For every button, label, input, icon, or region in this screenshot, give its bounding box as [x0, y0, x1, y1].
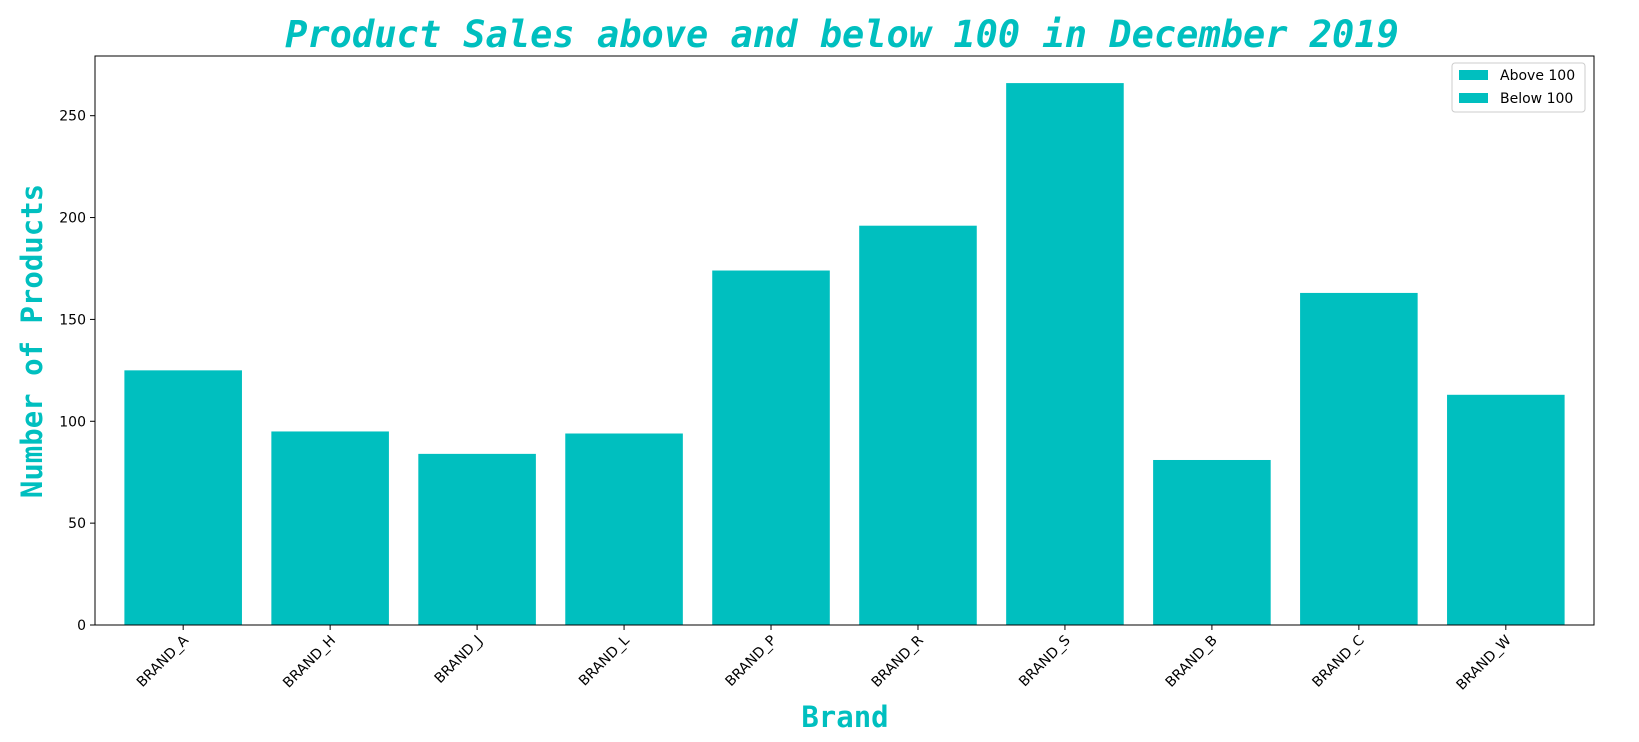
y-ticks-group: 0 50 100 150 200 250: [59, 109, 95, 634]
bar-brand-j: [418, 453, 536, 625]
y-tick-label: 0: [77, 618, 86, 634]
y-tick-label: 200: [59, 211, 86, 227]
x-tick-label: BRAND_H: [280, 633, 339, 692]
legend: Above 100 Below 100: [1451, 62, 1586, 113]
bar-brand-s: [1006, 83, 1124, 626]
y-axis-label: Number of Products: [15, 184, 49, 498]
x-tick-label: BRAND_S: [1016, 632, 1074, 690]
chart-title: Product Sales above and below 100 in Dec…: [285, 13, 1399, 56]
legend-swatch-above-100: [1459, 70, 1488, 80]
y-tick-label: 250: [59, 109, 86, 125]
bar-brand-a: [124, 370, 242, 625]
y-tick-label: 150: [59, 312, 86, 328]
bar-brand-l: [565, 433, 683, 625]
legend-label-above-100: Above 100: [1500, 68, 1575, 84]
x-ticks-group: BRAND_A BRAND_H BRAND_J BRAND_L BRAND_P BRAND…: [134, 625, 1515, 694]
x-tick-label: BRAND_C: [1309, 632, 1367, 690]
bar-brand-w: [1447, 394, 1565, 625]
legend-label-below-100: Below 100: [1500, 91, 1573, 107]
x-tick-label: BRAND_A: [134, 632, 192, 690]
bar-brand-r: [859, 225, 977, 625]
bar-brand-c: [1300, 292, 1418, 625]
x-tick-label: BRAND_B: [1163, 633, 1221, 691]
bar-brand-h: [271, 431, 389, 625]
bar-brand-p: [712, 270, 830, 625]
x-tick-label: BRAND_L: [576, 632, 633, 689]
x-tick-label: BRAND_R: [869, 632, 927, 690]
x-tick-label: BRAND_W: [1454, 632, 1515, 693]
x-tick-label: BRAND_P: [723, 633, 780, 690]
y-tick-label: 50: [68, 516, 86, 532]
x-axis-label: Brand: [801, 700, 888, 734]
bars-group: [124, 83, 1565, 626]
bar-brand-b: [1153, 459, 1271, 625]
legend-swatch-below-100: [1459, 93, 1488, 103]
x-tick-label: BRAND_J: [432, 633, 486, 687]
y-tick-label: 100: [59, 414, 86, 430]
plot-frame: [94, 55, 1595, 626]
